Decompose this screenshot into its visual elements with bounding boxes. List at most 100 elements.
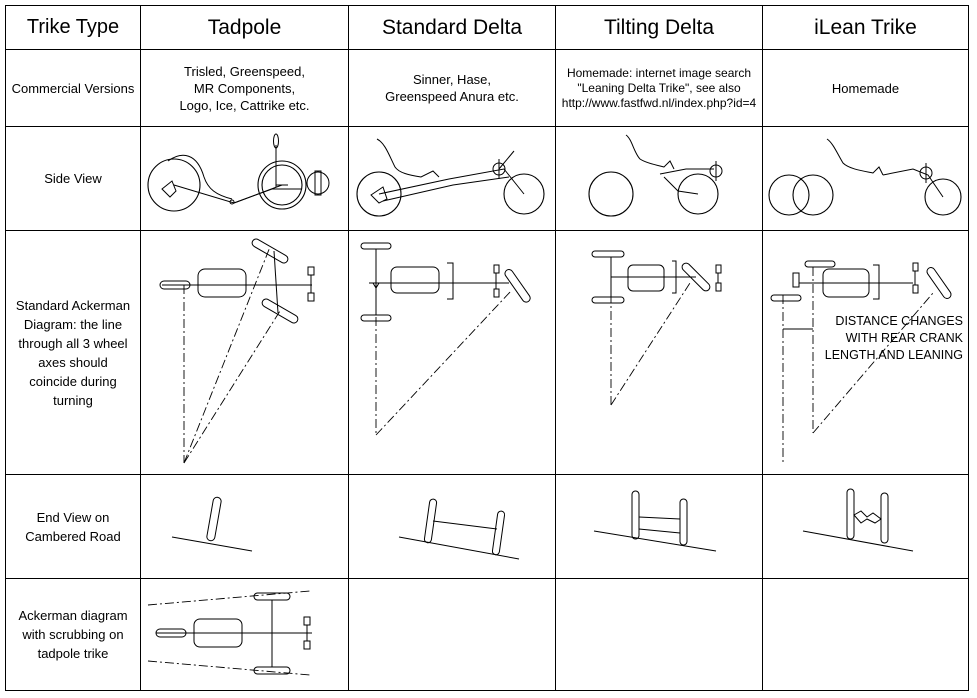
scrub-row: Ackerman diagram with scrubbing on tadpo…: [5, 578, 969, 691]
seat: [376, 138, 440, 178]
ackerman-label-line: coincide during: [29, 373, 117, 389]
ackerman-label-line: Standard Ackerman: [15, 297, 131, 313]
end-view-row: End View on Cambered Road: [5, 474, 969, 579]
seat: [167, 154, 232, 199]
road-line: [802, 530, 914, 551]
crank-bottom: [307, 292, 314, 301]
bracket: [447, 262, 454, 299]
crank-top: [912, 262, 919, 271]
bracket: [672, 260, 677, 293]
commercial-delta-line: Greenspeed Anura etc.: [385, 89, 519, 104]
rear-wheel: [155, 628, 186, 637]
axis-line-2: [183, 310, 280, 463]
scrub-standard-delta-empty: [348, 578, 556, 691]
end-view-ilean: [762, 474, 969, 579]
rear-link: [792, 272, 800, 287]
front-wheel: [256, 159, 307, 210]
scrub-ilean-empty: [762, 578, 969, 691]
commercial-delta-line: Sinner, Hase,: [412, 72, 492, 87]
side-view-standard-delta: [348, 126, 556, 231]
crank-bottom: [912, 284, 919, 293]
crank-top: [493, 264, 500, 273]
stem: [498, 150, 515, 169]
end-view-label: End View on Cambered Road: [5, 474, 141, 579]
commercial-tadpole-line: Logo, Ice, Cattrike etc.: [179, 97, 310, 113]
distance-annotation-1: DISTANCE CHANGES: [835, 314, 963, 328]
steer-link: [273, 250, 278, 313]
commercial-tilting-delta: Homemade: internet image search "Leaning…: [555, 49, 763, 127]
axle-bottom: [638, 528, 681, 533]
ackerman-ilean: DISTANCE CHANGES WITH REAR CRANK LENGTH …: [762, 230, 969, 475]
end-view-standard-delta: [348, 474, 556, 579]
crank-top: [303, 616, 310, 625]
ackerman-label: Standard Ackerman Diagram: the line thro…: [5, 230, 141, 475]
seat-box: [193, 618, 242, 647]
commercial-tilting-line: Homemade: internet image search: [566, 65, 752, 80]
commercial-tadpole-line: MR Components,: [193, 80, 296, 96]
rear-wheel: [159, 280, 190, 289]
scrub-line-top: [147, 590, 310, 605]
front-wheel: [504, 268, 531, 303]
side-view-ilean: [762, 126, 969, 231]
ackerman-row: Standard Ackerman Diagram: the line thro…: [5, 230, 969, 475]
front-wheel: [926, 266, 952, 299]
tilting-end-drawing: [593, 490, 717, 551]
wheel-right: [880, 492, 889, 543]
ackerman-tadpole: [140, 230, 349, 475]
rear-dropout: [370, 185, 388, 204]
side-view-row: Side View: [5, 126, 969, 231]
road-line: [398, 536, 520, 559]
seat-box: [627, 264, 665, 291]
frame: [882, 167, 944, 197]
header-row: Trike Type Tadpole Standard Delta Tiltin…: [5, 5, 969, 50]
end-view-label-line: End View on: [36, 509, 110, 525]
commercial-label: Commercial Versions: [5, 49, 141, 127]
scrub-label: Ackerman diagram with scrubbing on tadpo…: [5, 578, 141, 691]
crank-bottom: [493, 288, 500, 297]
chainring: [306, 171, 329, 194]
distance-annotation-3: LENGTH AND LEANING: [825, 348, 963, 362]
ilean-end-drawing: [802, 488, 914, 551]
bracket: [873, 264, 880, 299]
crank-top: [715, 264, 722, 273]
ackerman-label-line: through all 3 wheel: [18, 335, 128, 351]
commercial-tilting-line: "Leaning Delta Trike", see also: [577, 80, 741, 95]
road-line: [171, 536, 252, 551]
distance-annotation-2: WITH REAR CRANK: [846, 331, 964, 345]
commercial-tadpole-line: Trisled, Greenspeed,: [184, 63, 305, 79]
commercial-ilean: Homemade: [762, 49, 969, 127]
front-wheel-inner: [260, 163, 303, 206]
comparison-table: Trike Type Tadpole Standard Delta Tiltin…: [5, 5, 969, 691]
side-view-tilting-delta: [555, 126, 763, 231]
scrub-label-line: Ackerman diagram: [18, 608, 128, 623]
delta-end-drawing: [398, 498, 520, 559]
header-standard-delta: Standard Delta: [348, 5, 556, 50]
wheel-right: [679, 498, 688, 545]
delta-side-drawing: [356, 138, 545, 217]
rear-dropout: [160, 179, 177, 198]
axis-line-1: [183, 246, 270, 463]
axis-line: [375, 290, 512, 435]
tadpole-ackerman-drawing: [159, 238, 314, 463]
commercial-row: Commercial Versions Trisled, Greenspeed,…: [5, 49, 969, 127]
scrub-tadpole: [140, 578, 349, 691]
header-ilean-trike: iLean Trike: [762, 5, 969, 50]
rear-wheel: [356, 170, 402, 217]
linkage: [663, 176, 699, 194]
rear-wheel-left: [768, 173, 810, 216]
axle: [432, 520, 498, 529]
ackerman-standard-delta: [348, 230, 556, 475]
ilean-ackerman-drawing: DISTANCE CHANGES WITH REAR CRANK LENGTH …: [770, 260, 964, 463]
seat-box: [197, 268, 246, 297]
tilting-ackerman-drawing: [591, 250, 722, 405]
seat: [826, 138, 884, 175]
axis-line: [812, 292, 934, 433]
rear-wheel: [146, 157, 201, 212]
rear-wheel-top: [804, 260, 836, 267]
pivot: [229, 199, 234, 204]
crank-top: [307, 266, 314, 275]
frame-boom: [233, 188, 302, 203]
scrub-label-line: tadpole trike: [37, 646, 109, 661]
side-view-tadpole: [140, 126, 349, 231]
rear-wheel-top: [360, 242, 392, 249]
